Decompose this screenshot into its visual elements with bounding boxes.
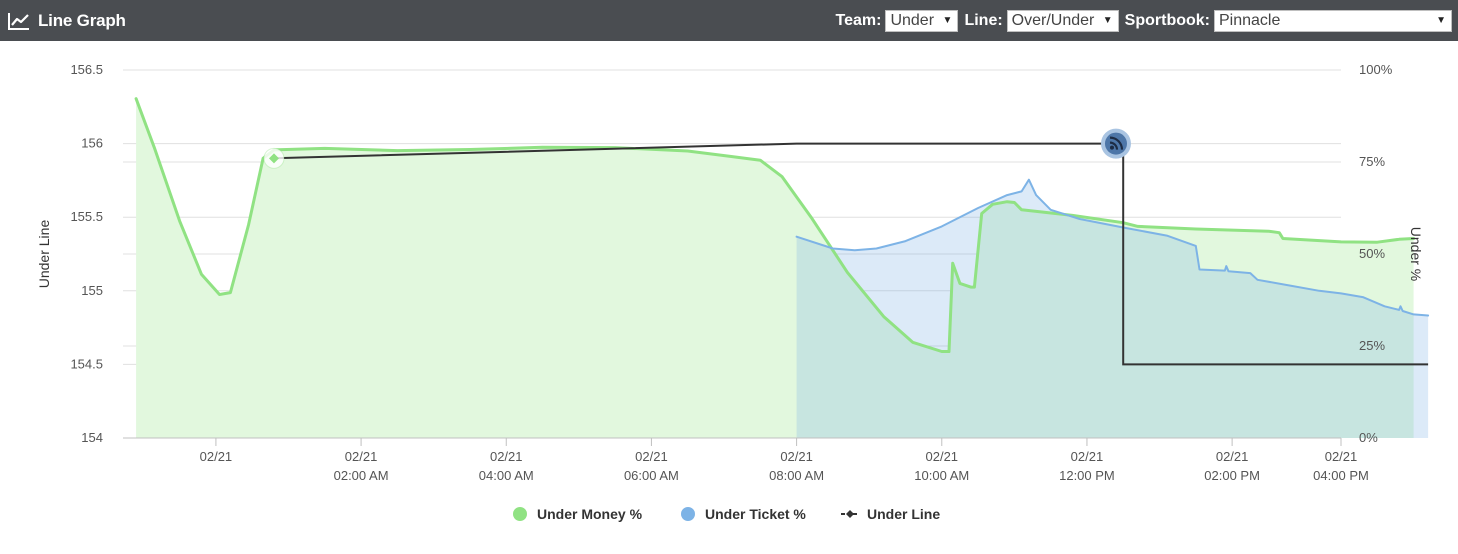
legend-label: Under Line <box>867 506 940 522</box>
line-type-select-value: Over/Under <box>1011 11 1095 29</box>
rss-icon-dot <box>1109 145 1114 150</box>
x-tick-time-label: 02:00 AM <box>334 468 389 483</box>
y-left-tick-label: 154.5 <box>70 356 103 371</box>
legend-label: Under Money % <box>537 506 643 522</box>
y-left-tick-label: 156 <box>81 136 103 151</box>
x-tick-date-label: 02/21 <box>926 449 959 464</box>
line-type-select[interactable]: Over/Under ▼ <box>1006 9 1119 32</box>
x-tick-time-label: 10:00 AM <box>914 468 969 483</box>
team-label: Team: <box>835 11 882 29</box>
axes: 156.5 156 155.5 155 154.5 154 100% 75% 50% 25% 0% U… <box>36 62 1424 483</box>
y-right-axis-title: Under % <box>1408 227 1424 281</box>
y-left-axis-title: Under Line <box>36 220 52 289</box>
rss-icon-badge <box>1104 132 1127 155</box>
legend-swatch-diamond <box>846 510 854 518</box>
legend-item: Under Money % <box>513 506 643 522</box>
y-right-tick-label: 100% <box>1359 62 1393 77</box>
x-tick-date-label: 02/21 <box>780 449 813 464</box>
x-tick-time-label: 08:00 AM <box>769 468 824 483</box>
line-chart: 156.5 156 155.5 155 154.5 154 100% 75% 50% 25% 0% U… <box>36 62 1430 522</box>
rss-icon-arc <box>1109 141 1119 150</box>
x-tick-date-label: 02/21 <box>1071 449 1104 464</box>
y-right-tick-label: 25% <box>1359 338 1385 353</box>
legend: Under Money % Under Ticket % Under Line <box>513 506 940 522</box>
x-tick-time-label: 04:00 AM <box>479 468 534 483</box>
x-tick-date-label: 02/21 <box>345 449 378 464</box>
x-tick-time-label: 06:00 AM <box>624 468 679 483</box>
sportsbook-select-value: Pinnacle <box>1219 11 1281 29</box>
x-tick-date-label: 02/21 <box>1216 449 1249 464</box>
x-tick-time-label: 04:00 PM <box>1313 468 1369 483</box>
x-tick-time-label: 02:00 PM <box>1204 468 1260 483</box>
y-left-tick-label: 154 <box>81 430 103 445</box>
under-ticket-line <box>795 178 1430 317</box>
y-left-tick-label: 156.5 <box>70 62 103 77</box>
caret-down-icon: ▼ <box>1436 14 1446 26</box>
y-left-tick-label: 155.5 <box>70 209 103 224</box>
team-select-value: Under <box>890 11 935 29</box>
series-areas <box>136 98 1429 438</box>
page-title: Line Graph <box>38 10 126 30</box>
rss-icon-arc <box>1109 136 1124 150</box>
caret-down-icon: ▼ <box>942 14 953 26</box>
markers <box>263 128 1131 169</box>
legend-swatch-dot <box>513 507 527 521</box>
y-right-tick-label: 50% <box>1359 246 1385 261</box>
x-tick-time-label: 12:00 PM <box>1059 468 1115 483</box>
x-tick-date-label: 02/21 <box>635 449 668 464</box>
x-tick-date-label: 02/21 <box>1325 449 1358 464</box>
y-left-tick-label: 155 <box>81 283 103 298</box>
legend-item: Under Line <box>841 506 940 522</box>
line-chart-icon <box>8 12 29 30</box>
legend-label: Under Ticket % <box>705 506 806 522</box>
title-group: Line Graph <box>8 0 126 41</box>
team-select[interactable]: Under ▼ <box>885 9 959 32</box>
filter-controls: Team: Under ▼ Line: Over/Under ▼ Sportbo… <box>836 0 1452 41</box>
sportsbook-label: Sportbook: <box>1124 11 1210 29</box>
legend-item: Under Ticket % <box>681 506 806 522</box>
sportsbook-select[interactable]: Pinnacle ▼ <box>1214 9 1452 32</box>
x-tick-date-label: 02/21 <box>200 449 233 464</box>
rss-feed-icon <box>1100 128 1131 159</box>
legend-swatch-dot <box>681 507 695 521</box>
y-right-tick-label: 75% <box>1359 154 1385 169</box>
under-money-area <box>136 98 1414 438</box>
x-tick-date-label: 02/21 <box>490 449 523 464</box>
line-label: Line: <box>964 11 1003 29</box>
under-ticket-area <box>796 179 1429 438</box>
y-right-tick-label: 0% <box>1359 430 1378 445</box>
diamond-marker-icon <box>268 153 279 164</box>
caret-down-icon: ▼ <box>1102 14 1113 26</box>
chart-header: Line Graph Team: Under ▼ Line: Over/Unde… <box>0 0 1458 41</box>
